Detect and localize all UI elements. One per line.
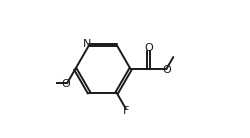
Text: O: O: [61, 79, 70, 89]
Text: O: O: [163, 65, 172, 75]
Text: N: N: [83, 39, 91, 49]
Text: F: F: [123, 106, 130, 116]
Text: O: O: [144, 43, 153, 53]
